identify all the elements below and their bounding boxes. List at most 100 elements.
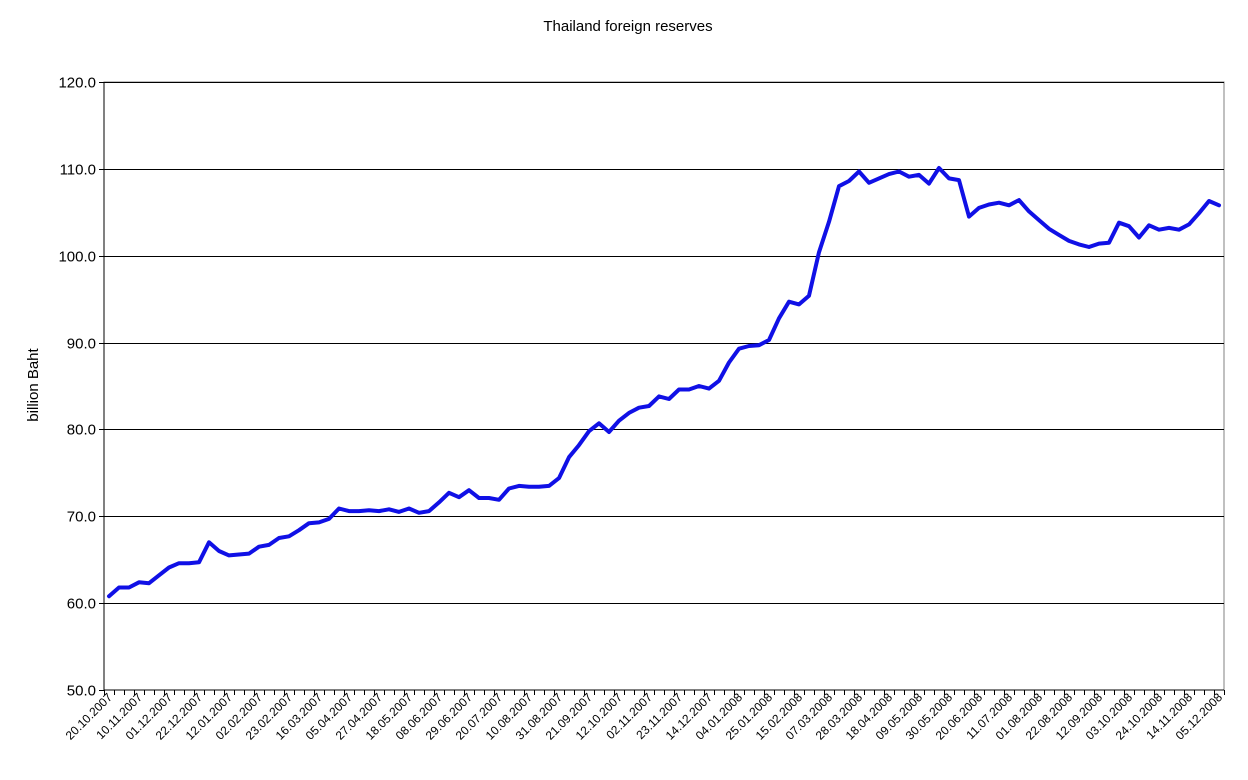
data-point [367, 508, 371, 512]
data-point [397, 510, 401, 514]
data-point [1097, 242, 1101, 246]
data-point [647, 404, 651, 408]
data-point [247, 552, 251, 556]
data-point [1117, 221, 1121, 225]
data-point [307, 521, 311, 525]
data-point [267, 543, 271, 547]
gridlines [104, 82, 1224, 604]
data-point [207, 540, 211, 544]
data-point [777, 316, 781, 320]
data-point [177, 561, 181, 565]
data-point [867, 181, 871, 185]
data-point [837, 184, 841, 188]
data-point [1187, 222, 1191, 226]
data-point [297, 528, 301, 532]
data-point [287, 534, 291, 538]
data-point [327, 517, 331, 521]
data-point [187, 561, 191, 565]
data-point [1107, 241, 1111, 245]
data-point [157, 573, 161, 577]
data-point [457, 495, 461, 499]
y-tick-label: 60.0 [67, 596, 96, 613]
data-point [337, 506, 341, 511]
data-point [827, 220, 831, 224]
data-point [877, 176, 881, 180]
data-point [797, 302, 801, 306]
data-point [1167, 226, 1171, 230]
data-point [437, 500, 441, 504]
data-point [737, 347, 741, 351]
data-point [137, 580, 141, 584]
series-line [107, 166, 1221, 599]
data-point [447, 491, 451, 495]
data-point [1137, 235, 1141, 240]
data-point [497, 498, 501, 502]
data-point [1157, 228, 1161, 232]
data-point [1207, 199, 1211, 203]
data-point [517, 484, 521, 488]
data-point [557, 476, 561, 480]
data-point [1217, 203, 1221, 207]
data-point [317, 520, 321, 525]
data-point [1057, 233, 1061, 237]
data-point [387, 507, 391, 511]
data-point [1017, 198, 1021, 202]
data-point [897, 169, 901, 174]
data-point [527, 485, 531, 489]
data-point [1197, 211, 1201, 215]
data-point [277, 536, 281, 540]
data-point [117, 585, 121, 590]
data-point [927, 182, 931, 186]
data-point [787, 300, 791, 304]
y-tick-label: 90.0 [67, 336, 96, 353]
data-point [1067, 239, 1071, 243]
data-point [1177, 228, 1181, 232]
data-point [947, 176, 951, 180]
data-point [487, 496, 491, 500]
data-point [727, 360, 731, 365]
data-point [587, 429, 591, 433]
data-point [697, 384, 701, 388]
plot-area [103, 81, 1225, 691]
data-point [857, 169, 861, 174]
data-point [1047, 227, 1051, 231]
data-point [567, 455, 571, 459]
data-point [997, 201, 1001, 205]
data-point [607, 430, 611, 434]
data-point [847, 179, 851, 183]
data-point [987, 202, 991, 207]
data-point [1027, 209, 1031, 213]
data-point [887, 172, 891, 176]
y-tick-label: 110.0 [60, 162, 96, 179]
data-point [757, 343, 761, 347]
data-point [547, 484, 551, 488]
data-point [107, 594, 111, 598]
data-point [1007, 203, 1011, 207]
data-point [577, 443, 581, 447]
data-point [357, 509, 361, 513]
data-point [197, 560, 201, 564]
data-point [937, 166, 941, 170]
data-point [767, 338, 771, 342]
data-point [227, 553, 231, 558]
y-axis-ticks: 50.0 60.0 70.0 80.0 90.0 100.0 110.0 120.0 [58, 75, 104, 700]
data-point [677, 387, 681, 392]
data-point [597, 421, 601, 425]
data-point [637, 406, 641, 410]
data-point [1087, 245, 1091, 249]
data-point [917, 173, 921, 177]
data-point [347, 509, 351, 513]
data-point [657, 394, 661, 398]
data-point [147, 581, 151, 585]
data-point [627, 411, 631, 415]
series-group [107, 166, 1221, 599]
y-tick-label: 100.0 [58, 249, 96, 266]
data-point [257, 545, 261, 549]
y-tick-label: 120.0 [58, 75, 96, 92]
data-point [127, 585, 131, 590]
data-point [237, 552, 241, 557]
data-point [377, 509, 381, 513]
y-tick-label: 70.0 [67, 509, 96, 526]
chart-title: Thailand foreign reserves [543, 18, 712, 35]
data-point [1127, 224, 1131, 228]
